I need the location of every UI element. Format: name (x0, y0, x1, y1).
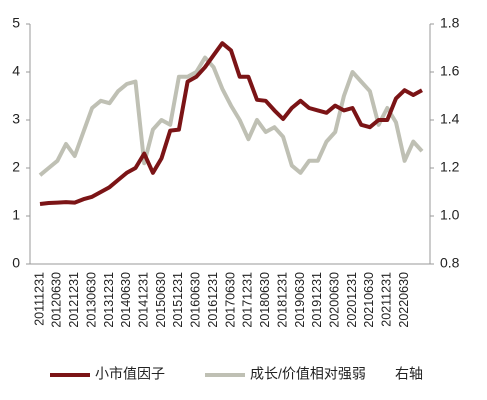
y2-tick-label: 1.2 (440, 159, 460, 175)
legend-label: 成长/价值相对强弱 (250, 366, 366, 382)
y2-tick-label: 1.8 (440, 15, 460, 31)
y2-tick-label: 1.6 (440, 63, 460, 79)
x-tick-label: 20191231 (310, 272, 324, 328)
x-tick-label: 20220630 (397, 272, 411, 328)
legend-note: 右轴 (395, 366, 423, 382)
y-tick-label: 2 (12, 159, 20, 175)
x-tick-label: 20131231 (102, 272, 116, 328)
x-tick-label: 20210630 (362, 272, 376, 328)
x-tick-label: 20170630 (223, 272, 237, 328)
x-tick-label: 20140630 (119, 272, 133, 328)
y-tick-label: 1 (12, 207, 20, 223)
x-tick-label: 20211231 (380, 272, 394, 327)
x-tick-label: 20181231 (275, 272, 289, 328)
x-tick-label: 20121231 (67, 272, 81, 328)
x-tick-label: 20151231 (171, 272, 185, 328)
y2-tick-label: 1.4 (440, 111, 460, 127)
x-tick-label: 20180630 (258, 272, 272, 328)
x-tick-label: 20200630 (327, 272, 341, 328)
x-tick-label: 20130630 (84, 272, 98, 328)
x-tick-label: 20190630 (293, 272, 307, 328)
x-tick-label: 20161231 (206, 272, 220, 328)
series-line (39, 41, 423, 206)
y-tick-label: 3 (12, 111, 20, 127)
y-tick-label: 0 (12, 255, 20, 271)
x-tick-label: 20171231 (241, 272, 255, 328)
x-tick-label: 20201231 (345, 272, 359, 328)
x-tick-label: 20160630 (189, 272, 203, 328)
legend-label: 小市值因子 (95, 366, 165, 382)
y2-tick-label: 1.0 (440, 207, 460, 223)
x-tick-label: 20150630 (154, 272, 168, 328)
x-tick-label: 20141231 (136, 272, 150, 328)
series-line (38, 55, 424, 177)
y-tick-label: 5 (12, 15, 20, 31)
x-tick-label: 20120630 (50, 272, 64, 328)
y-tick-label: 4 (12, 63, 20, 79)
y2-tick-label: 0.8 (440, 255, 460, 271)
x-tick-label: 20111231 (32, 272, 46, 326)
